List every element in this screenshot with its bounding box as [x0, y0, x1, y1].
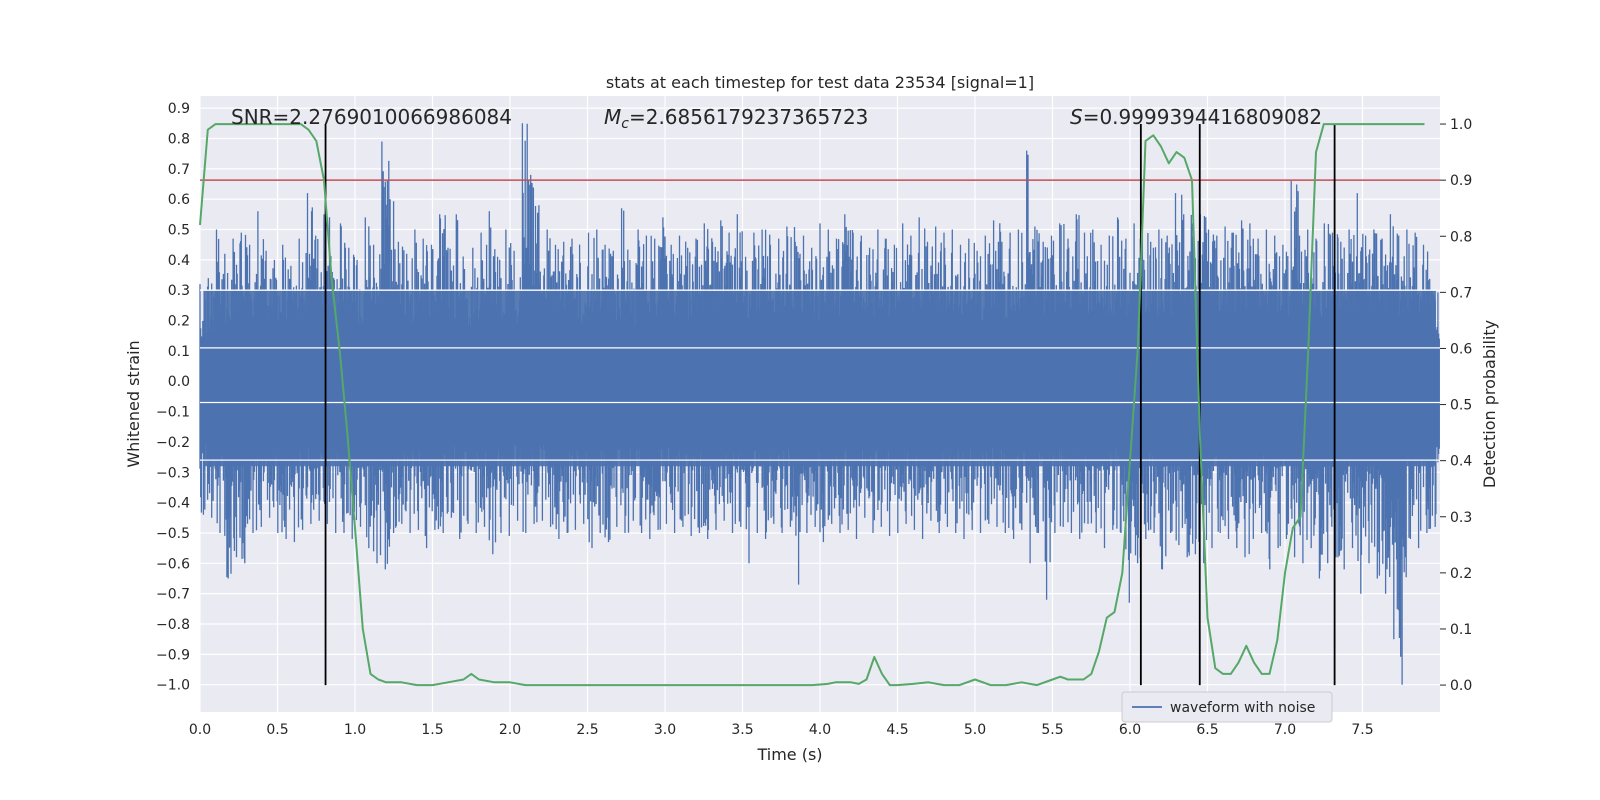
y-tick-label: −0.6 [156, 556, 190, 572]
y2-tick-label: 0.1 [1450, 622, 1472, 638]
y2-tick-label: 0.6 [1450, 341, 1472, 357]
y2-tick-label: 0.8 [1450, 229, 1472, 245]
x-tick-label: 7.0 [1274, 722, 1296, 738]
y-tick-label: 0.5 [168, 223, 190, 239]
chirp-mass-symbol: M [604, 105, 621, 129]
s-annotation: S=0.9999394416809082 [1070, 105, 1322, 129]
y2-tick-label: 0.2 [1450, 566, 1472, 582]
s-value: =0.9999394416809082 [1083, 105, 1322, 129]
chirp-mass-value: =2.6856179237365723 [629, 105, 868, 129]
x-tick-label: 6.0 [1119, 722, 1141, 738]
x-tick-label: 4.5 [886, 722, 908, 738]
y-tick-label: −1.0 [156, 678, 190, 694]
x-tick-label: 0.0 [189, 722, 211, 738]
overlay [199, 123, 1440, 687]
legend-label-waveform: waveform with noise [1170, 700, 1315, 716]
legend: waveform with noise [1121, 691, 1333, 723]
y-tick-label: −0.2 [156, 435, 190, 451]
y2-tick-label: 0.0 [1450, 678, 1472, 694]
x-tick-label: 7.5 [1351, 722, 1373, 738]
detection-probability-line [199, 123, 1425, 687]
x-tick-label: 4.0 [809, 722, 831, 738]
y2-tick-label: 0.5 [1450, 398, 1472, 414]
x-tick-label: 2.0 [499, 722, 521, 738]
y-tick-label: 0.9 [168, 101, 190, 117]
s-symbol: S [1070, 105, 1083, 129]
y2-axis-label: Detection probability [1480, 320, 1499, 488]
x-tick-label: 1.5 [421, 722, 443, 738]
y-tick-label: 0.7 [168, 162, 190, 178]
x-axis-label: Time (s) [756, 745, 822, 764]
y-tick-label: 0.3 [168, 283, 190, 299]
chirp-mass-subscript: c [621, 116, 629, 132]
y2-tick-label: 0.3 [1450, 510, 1472, 526]
x-tick-label: 5.0 [964, 722, 986, 738]
y-tick-label: −0.5 [156, 526, 190, 542]
x-tick-label: 2.5 [576, 722, 598, 738]
y2-tick-label: 0.9 [1450, 173, 1472, 189]
y2-tick-label: 1.0 [1450, 117, 1472, 133]
y-tick-label: −0.1 [156, 405, 190, 421]
tick-labels: 0.0 0.5 1.0 1.5 2.0 2.5 3.0 3.5 4.0 4.5 5.0 5.5 6.0 6… [156, 101, 1472, 738]
x-tick-label: 1.0 [344, 722, 366, 738]
y-tick-label: 0.2 [168, 314, 190, 330]
y2-tick-label: 0.7 [1450, 285, 1472, 301]
y-tick-label: 0.0 [168, 374, 190, 390]
chirp-mass-annotation: Mc=2.6856179237365723 [604, 105, 868, 132]
x-tick-label: 0.5 [266, 722, 288, 738]
legend-box [1121, 691, 1333, 723]
x-tick-label: 3.0 [654, 722, 676, 738]
snr-annotation: SNR=2.2769010066986084 [231, 105, 512, 129]
y2-tick-label: 0.4 [1450, 454, 1472, 470]
y-tick-label: −0.3 [156, 465, 190, 481]
y-tick-label: −0.4 [156, 496, 190, 512]
y-tick-label: −0.7 [156, 587, 190, 603]
y-tick-label: 0.8 [168, 131, 190, 147]
chart-title: stats at each timestep for test data 235… [606, 73, 1034, 92]
x-tick-label: 5.5 [1041, 722, 1063, 738]
strain-core-band [204, 290, 1436, 467]
x-tick-label: 6.5 [1196, 722, 1218, 738]
y-tick-label: 0.6 [168, 192, 190, 208]
strain-series [199, 123, 1440, 685]
y-tick-label: −0.8 [156, 617, 190, 633]
y-axis-label: Whitened strain [124, 340, 143, 467]
y-tick-label: −0.9 [156, 647, 190, 663]
x-tick-label: 3.5 [731, 722, 753, 738]
y-tick-label: 0.4 [168, 253, 190, 269]
y-tick-label: 0.1 [168, 344, 190, 360]
